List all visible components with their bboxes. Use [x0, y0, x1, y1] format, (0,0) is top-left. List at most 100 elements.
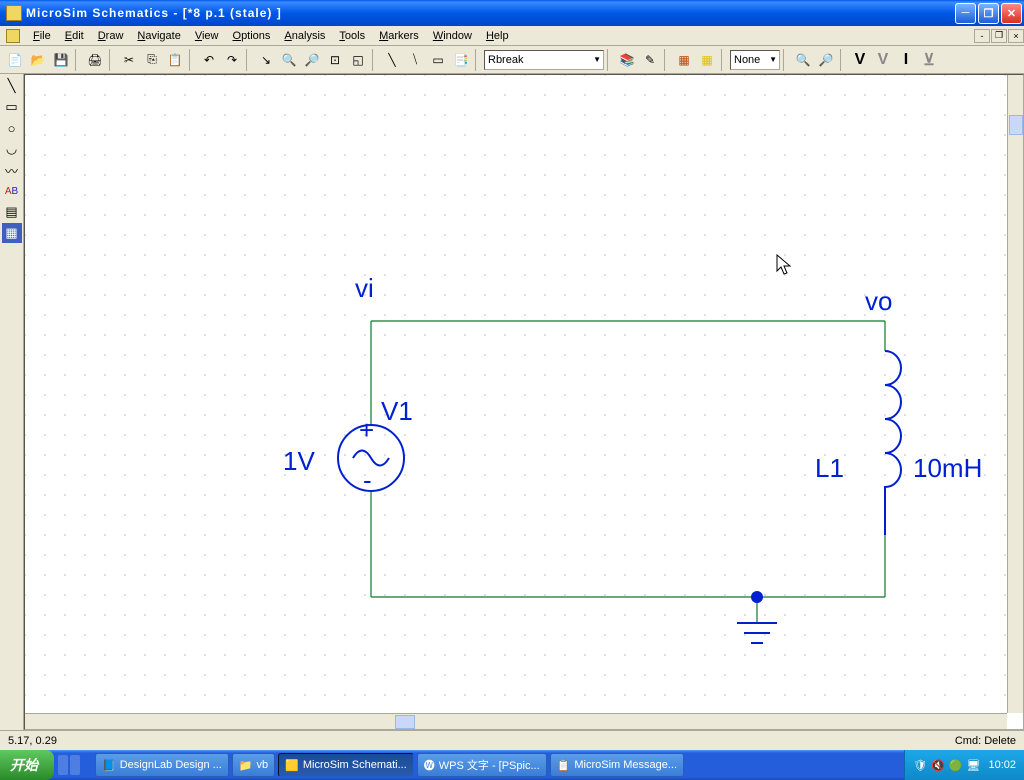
tool-rect[interactable]: ▭ [2, 97, 22, 117]
draw-bus-button[interactable]: ⧹ [404, 49, 426, 71]
task-designlab-design-[interactable]: 📘 DesignLab Design ... [95, 753, 229, 777]
task-icon: 🟨 [285, 759, 299, 772]
zoom-out-button[interactable]: 🔎 [301, 49, 323, 71]
marker-v-button[interactable]: 🔍 [792, 49, 814, 71]
get-part-button[interactable]: 📚 [616, 49, 638, 71]
tray-icon-1[interactable]: 🛡 [913, 759, 927, 772]
zoom-fit-button[interactable]: ◱ [347, 49, 369, 71]
source-polarity-plus: + [359, 415, 374, 445]
window-buttons: ─ ❐ ✕ [955, 3, 1022, 24]
new-button[interactable]: 📄 [4, 49, 26, 71]
ground-symbol[interactable] [737, 623, 777, 643]
save-button[interactable]: 💾 [50, 49, 72, 71]
print-button[interactable]: 🖨 [84, 49, 106, 71]
v-label-button[interactable]: V [849, 49, 871, 71]
ql-1[interactable] [58, 755, 68, 775]
label-l1[interactable]: L1 [815, 453, 844, 483]
task-label: DesignLab Design ... [120, 759, 222, 771]
menu-navigate[interactable]: Navigate [130, 28, 187, 44]
tool-polyline[interactable]: 〰 [2, 160, 22, 180]
tool-symbol[interactable]: ▦ [2, 223, 22, 243]
statusbar: 5.17, 0.29 Cmd: Delete [0, 730, 1024, 750]
menubar: File Edit Draw Navigate View Options Ana… [0, 26, 1024, 46]
tool-text[interactable]: AB [2, 181, 22, 201]
redo-button[interactable]: ↷ [221, 49, 243, 71]
label-v1[interactable]: V1 [381, 396, 413, 426]
zoom-area-button[interactable]: ⊡ [324, 49, 346, 71]
menu-window[interactable]: Window [426, 28, 479, 44]
tool-line[interactable]: ╲ [2, 76, 22, 96]
tool-circle[interactable]: ○ [2, 118, 22, 138]
quicklaunch [54, 755, 94, 775]
attr-combo[interactable]: None [730, 50, 780, 70]
edit-attr-button[interactable]: ✎ [639, 49, 661, 71]
menu-view[interactable]: View [188, 28, 226, 44]
cursor-icon [777, 255, 790, 274]
v2-label-button[interactable]: V [872, 49, 894, 71]
v-scrollbar[interactable] [1007, 75, 1023, 713]
maximize-button[interactable]: ❐ [978, 3, 999, 24]
inductor-body[interactable] [885, 351, 901, 535]
marker-i-button[interactable]: 🔎 [815, 49, 837, 71]
mdi-restore[interactable]: ❐ [991, 29, 1007, 43]
cut-button[interactable]: ✂ [118, 49, 140, 71]
task-label: WPS 文字 - [PSpic... [439, 757, 540, 773]
draw-block-button[interactable]: ▭ [427, 49, 449, 71]
h-scroll-thumb[interactable] [395, 715, 415, 729]
label-v1-val[interactable]: 1V [283, 446, 315, 476]
undo-button[interactable]: ↶ [198, 49, 220, 71]
tool-insert[interactable]: ▤ [2, 202, 22, 222]
h-scrollbar[interactable] [25, 713, 1007, 729]
start-button[interactable]: 开始 [0, 750, 54, 780]
task-label: MicroSim Schemati... [303, 759, 407, 771]
system-tray[interactable]: 🛡 🔇 🟢 🖥 10:02 [904, 750, 1024, 780]
copy-button[interactable]: ⎘ [141, 49, 163, 71]
task-icon: 📋 [557, 759, 571, 772]
i2-label-button[interactable]: ⊻ [918, 49, 940, 71]
task-vb[interactable]: 📁vb [232, 753, 275, 777]
tray-icon-4[interactable]: 🖥 [967, 759, 981, 772]
part-combo[interactable]: Rbreak [484, 50, 604, 70]
paste-button[interactable]: 📋 [164, 49, 186, 71]
attr-combo-value: None [734, 54, 760, 66]
menu-edit[interactable]: Edit [58, 28, 91, 44]
redraw-button[interactable]: ↘ [255, 49, 277, 71]
tool-arc[interactable]: ◡ [2, 139, 22, 159]
i-label-button[interactable]: I [895, 49, 917, 71]
menu-help[interactable]: Help [479, 28, 516, 44]
task-microsim-message-[interactable]: 📋MicroSim Message... [550, 753, 684, 777]
mdi-close[interactable]: × [1008, 29, 1024, 43]
task-microsim-schemati-[interactable]: 🟨 MicroSim Schemati... [278, 753, 414, 777]
task-icon: 📁 [239, 759, 253, 772]
draw-wire-button[interactable]: ╲ [381, 49, 403, 71]
label-vo[interactable]: vo [865, 286, 892, 316]
tray-clock: 10:02 [988, 759, 1016, 771]
close-button[interactable]: ✕ [1001, 3, 1022, 24]
status-cmd: Cmd: Delete [955, 735, 1016, 747]
canvas[interactable]: + - vi vo V1 1V L1 10mH [24, 74, 1024, 730]
tray-icon-2[interactable]: 🔇 [931, 759, 945, 772]
tray-icon-3[interactable]: 🟢 [949, 759, 963, 772]
mdi-minimize[interactable]: - [974, 29, 990, 43]
label-vi[interactable]: vi [355, 273, 374, 303]
v-scroll-thumb[interactable] [1009, 115, 1023, 135]
setup-button[interactable]: ▦ [673, 49, 695, 71]
label-l1-val[interactable]: 10mH [913, 453, 982, 483]
task-wps-pspic-[interactable]: 🅦WPS 文字 - [PSpic... [417, 753, 547, 777]
menu-analysis[interactable]: Analysis [277, 28, 332, 44]
ql-2[interactable] [70, 755, 80, 775]
menu-tools[interactable]: Tools [332, 28, 372, 44]
menu-options[interactable]: Options [226, 28, 278, 44]
open-button[interactable]: 📂 [27, 49, 49, 71]
task-icon: 📘 [102, 759, 116, 772]
zoom-in-button[interactable]: 🔍 [278, 49, 300, 71]
simulate-button[interactable]: ▦ [696, 49, 718, 71]
menu-file[interactable]: File [26, 28, 58, 44]
titlebar: MicroSim Schematics - [*8 p.1 (stale) ] … [0, 0, 1024, 26]
menu-draw[interactable]: Draw [91, 28, 131, 44]
menu-markers[interactable]: Markers [372, 28, 426, 44]
mdi-icon[interactable] [6, 29, 20, 43]
main-toolbar: 📄 📂 💾 🖨 ✂ ⎘ 📋 ↶ ↷ ↘ 🔍 🔎 ⊡ ◱ ╲ ⧹ ▭ 📑 Rbre… [0, 46, 1024, 74]
draw-text-button[interactable]: 📑 [450, 49, 472, 71]
minimize-button[interactable]: ─ [955, 3, 976, 24]
